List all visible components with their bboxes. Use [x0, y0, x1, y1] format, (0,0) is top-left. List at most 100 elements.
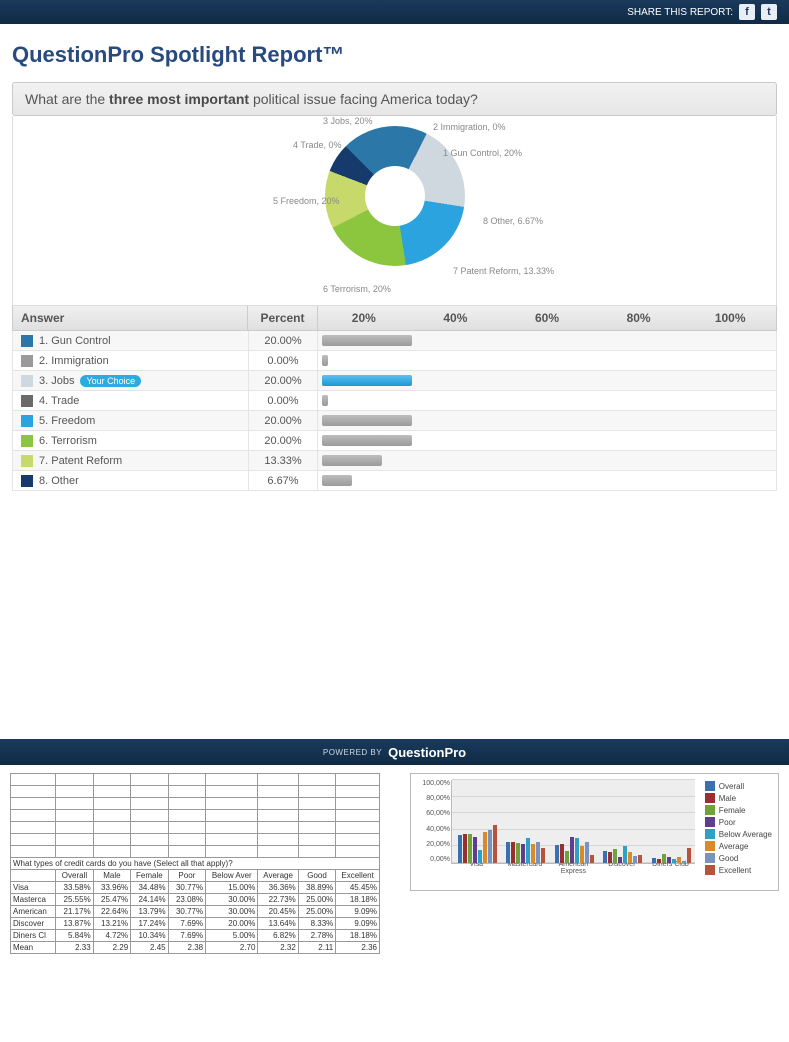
- answer-bar: [322, 335, 412, 346]
- crosstab-cell: 38.89%: [298, 882, 335, 894]
- answer-bar-area: [318, 433, 776, 448]
- crosstab-mean-cell: 2.32: [258, 942, 298, 954]
- answer-label: 5. Freedom: [39, 415, 248, 427]
- bar: [613, 849, 617, 863]
- bar: [565, 851, 569, 863]
- answers-header-row: Answer Percent 20%40%60%80%100%: [12, 306, 777, 331]
- xaxis-tick: Mastercard: [501, 861, 550, 875]
- answer-text: 8. Other: [39, 475, 79, 487]
- footer-brand[interactable]: QuestionPro: [388, 745, 466, 760]
- bar: [473, 837, 477, 863]
- legend-item: Below Average: [705, 829, 772, 839]
- twitter-icon[interactable]: t: [761, 4, 777, 20]
- crosstab-mean-cell: 2.38: [168, 942, 205, 954]
- crosstab-mean-cell: 2.29: [93, 942, 130, 954]
- scale-tick: 100%: [684, 306, 776, 330]
- bar: [575, 838, 579, 863]
- answers-table: 1. Gun Control20.00%2. Immigration0.00%3…: [12, 331, 777, 491]
- answer-percent: 6.67%: [248, 471, 318, 490]
- donut-slice-label: 5 Freedom, 20%: [273, 196, 340, 206]
- answer-text: 4. Trade: [39, 395, 79, 407]
- share-label: SHARE THIS REPORT:: [627, 7, 733, 18]
- bar: [662, 854, 666, 863]
- bar: [531, 844, 535, 863]
- crosstab-cell: 2.78%: [298, 930, 335, 942]
- scale-tick: 80%: [593, 306, 685, 330]
- crosstab-cell: 45.45%: [336, 882, 380, 894]
- legend-swatch: [705, 793, 715, 803]
- legend-swatch: [705, 781, 715, 791]
- answer-swatch: [21, 375, 33, 387]
- answer-swatch: [21, 435, 33, 447]
- bar: [672, 859, 676, 863]
- bar: [526, 838, 530, 863]
- page-body: QuestionPro Spotlight Report™ What are t…: [0, 24, 789, 509]
- bar: [638, 855, 642, 863]
- crosstab-cell: 15.00%: [206, 882, 258, 894]
- bar: [628, 852, 632, 863]
- crosstab-cell: 30.00%: [206, 894, 258, 906]
- table-row: 2. Immigration0.00%: [12, 351, 777, 371]
- crosstab-cell: 34.48%: [131, 882, 168, 894]
- crosstab-cell: 17.24%: [131, 918, 168, 930]
- legend-swatch: [705, 865, 715, 875]
- legend-label: Good: [719, 854, 739, 863]
- bar: [657, 859, 661, 863]
- bar: [687, 848, 691, 863]
- crosstab-cell: 25.55%: [56, 894, 93, 906]
- legend-label: Overall: [719, 782, 744, 791]
- crosstab-cell: 24.14%: [131, 894, 168, 906]
- grouped-bar-legend: OverallMaleFemalePoorBelow AverageAverag…: [705, 780, 772, 876]
- your-choice-badge: Your Choice: [80, 375, 141, 387]
- bar: [570, 837, 574, 863]
- xaxis-tick: Visa: [452, 861, 501, 875]
- donut-graphic: [325, 126, 465, 266]
- bar-group: [555, 837, 594, 863]
- answer-bar: [322, 435, 412, 446]
- bar: [633, 856, 637, 863]
- answer-bar: [322, 355, 328, 366]
- bar: [478, 850, 482, 863]
- legend-swatch: [705, 829, 715, 839]
- answer-text: 6. Terrorism: [39, 435, 97, 447]
- legend-swatch: [705, 817, 715, 827]
- crosstab-cell: 9.09%: [336, 918, 380, 930]
- crosstab-table: What types of credit cards do you have (…: [10, 773, 380, 954]
- bar: [458, 835, 462, 863]
- bar: [667, 857, 671, 863]
- bar-group: [458, 825, 497, 863]
- crosstab-cell: 23.08%: [168, 894, 205, 906]
- crosstab-cell: 8.33%: [298, 918, 335, 930]
- table-row: 7. Patent Reform13.33%: [12, 451, 777, 471]
- crosstab-container: What types of credit cards do you have (…: [10, 773, 380, 954]
- crosstab-cell: 36.36%: [258, 882, 298, 894]
- legend-item: Male: [705, 793, 772, 803]
- facebook-icon[interactable]: f: [739, 4, 755, 20]
- crosstab-row-label: Masterca: [11, 894, 56, 906]
- bar: [521, 844, 525, 863]
- donut-hole: [365, 166, 425, 226]
- bar: [608, 852, 612, 863]
- answer-swatch: [21, 415, 33, 427]
- bar: [516, 843, 520, 863]
- crosstab-cell: 30.77%: [168, 906, 205, 918]
- crosstab-cell: 25.00%: [298, 906, 335, 918]
- answer-bar-area: [318, 473, 776, 488]
- legend-label: Male: [719, 794, 736, 803]
- scale-tick: 20%: [318, 306, 410, 330]
- crosstab-cell: 13.21%: [93, 918, 130, 930]
- xaxis-tick: Diners Club: [646, 861, 695, 875]
- crosstab-col-header: Excellent: [336, 870, 380, 882]
- answer-bar-area: [318, 453, 776, 468]
- bar-group: [603, 846, 642, 863]
- answer-percent: 20.00%: [248, 411, 318, 430]
- scale-tick: 40%: [410, 306, 502, 330]
- bar: [463, 834, 467, 863]
- crosstab-cell: 13.79%: [131, 906, 168, 918]
- answer-percent: 20.00%: [248, 331, 318, 350]
- crosstab-col-header: Male: [93, 870, 130, 882]
- crosstab-cell: 5.00%: [206, 930, 258, 942]
- answer-label: 1. Gun Control: [39, 335, 248, 347]
- legend-item: Good: [705, 853, 772, 863]
- bar: [623, 846, 627, 863]
